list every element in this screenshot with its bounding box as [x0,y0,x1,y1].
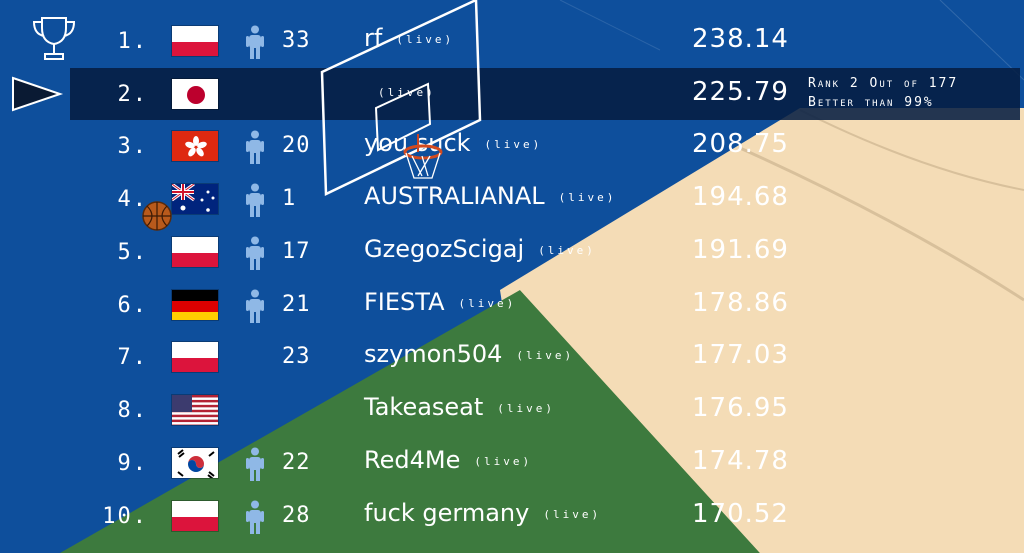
australia-flag-icon [171,183,219,215]
rank-number: 6. [117,293,148,318]
hongkong-flag-icon [171,130,219,162]
leaderboard-row[interactable]: 9. 22 Red4Me (live) 174.78 [0,437,1024,489]
rank-number: 7. [117,345,148,370]
rank-number: 9. [117,451,148,476]
rank-position-text: Rank 2 Out of 177 [808,76,959,91]
live-tag: (live) [458,296,517,310]
usa-flag-icon [171,394,219,426]
player-name: GzegozScigaj (live) [364,235,596,263]
southkorea-flag-icon [171,447,219,479]
player-name: Red4Me (live) [364,446,533,474]
live-tag: (live) [396,32,455,46]
poland-flag-icon [171,341,219,373]
rank-number: 10. [102,504,148,529]
player-score: 194.68 [692,182,789,212]
basketball-hoop-icon [320,0,482,196]
poland-flag-icon [171,236,219,268]
rank-number: 4. [117,187,148,212]
rank-number: 1. [117,29,148,54]
player-name: szymon504 (live) [364,340,575,368]
leaderboard-row-current-player[interactable]: 2. (live) 225.79 Rank 2 Out of 177 Better th… [70,68,1020,120]
player-score: 238.14 [692,24,789,54]
leaderboard-row[interactable]: 5. 17 GzegozScigaj (live) 191.69 [0,226,1024,278]
player-level: 17 [282,239,311,264]
player-level: 33 [282,28,311,53]
player-score: 174.78 [692,446,789,476]
player-level: 22 [282,450,311,475]
rank-info: Rank 2 Out of 177 Better than 99% [808,74,958,112]
player-name: AUSTRALIANAL (live) [364,182,617,210]
player-name: FIESTA (live) [364,288,517,316]
trophy-icon [32,17,76,60]
live-tag: (live) [484,137,543,151]
person-icon [244,236,266,270]
person-icon [244,289,266,323]
person-icon [244,500,266,534]
japan-flag-icon [171,78,219,110]
leaderboard-row[interactable]: 3. 20 you suck (live) 208.75 [0,120,1024,172]
person-icon [244,130,266,164]
player-level: 20 [282,133,311,158]
live-tag: (live) [516,348,575,362]
person-icon [244,447,266,481]
poland-flag-icon [171,25,219,57]
live-tag: (live) [543,507,602,521]
leaderboard-row[interactable]: 6. 21 FIESTA (live) 178.86 [0,279,1024,331]
rank-number: 8. [117,398,148,423]
live-tag: (live) [474,454,533,468]
player-level: 28 [282,503,311,528]
player-score: 170.52 [692,499,789,529]
leaderboard-row[interactable]: 10. 28 fuck germany (live) 170.52 [0,490,1024,542]
leaderboard-row[interactable]: 4. 1 AUSTRALIANAL (live) 194.68 [0,173,1024,225]
player-level: 1 [282,186,297,211]
leaderboard-row[interactable]: 8. Takeaseat (live) 176.95 [0,384,1024,436]
player-level: 23 [282,344,311,369]
player-level: 21 [282,292,311,317]
poland-flag-icon [171,500,219,532]
player-score: 191.69 [692,235,789,265]
player-score: 178.86 [692,288,789,318]
basketball-icon [142,201,172,231]
percentile-text: Better than 99% [808,95,934,110]
germany-flag-icon [171,289,219,321]
live-tag: (live) [538,243,596,257]
rank-number: 3. [117,134,148,159]
player-name: Takeaseat (live) [364,393,556,421]
rank-number: 2. [117,82,148,107]
player-name: fuck germany (live) [364,499,602,527]
leaderboard-row[interactable]: 7. 23 szymon504 (live) 177.03 [0,331,1024,383]
player-score: 177.03 [692,340,789,370]
rank-number: 5. [117,240,148,265]
person-icon [244,183,266,217]
live-tag: (live) [558,190,617,204]
live-tag: (live) [497,401,556,415]
player-score: 176.95 [692,393,789,423]
leaderboard-row[interactable]: 1. 33 rf (live) 238.14 [0,15,1024,67]
player-score: 225.79 [692,77,789,107]
current-player-pointer-icon [12,76,64,112]
player-score: 208.75 [692,129,789,159]
person-icon [244,25,266,59]
